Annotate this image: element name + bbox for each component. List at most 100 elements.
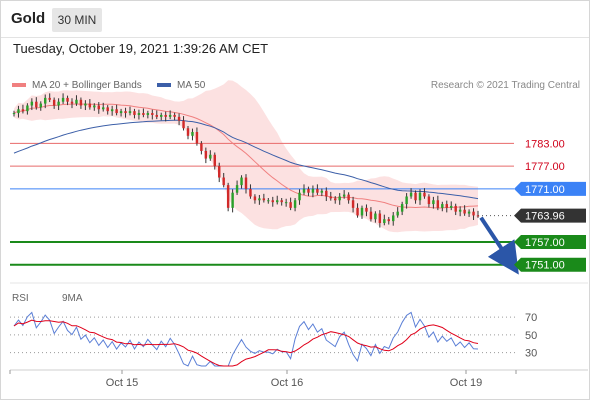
candle-up	[93, 105, 96, 108]
candle-up	[320, 190, 324, 193]
candle-up	[302, 188, 306, 193]
rsi-tick-70: 70	[525, 312, 537, 324]
candle-up	[298, 192, 301, 201]
candle-up	[26, 105, 29, 112]
candle-up	[119, 111, 123, 114]
candle-up	[396, 211, 399, 216]
moving-averages	[13, 103, 479, 209]
candle-up	[168, 114, 172, 117]
candle-down	[173, 114, 176, 117]
candle-up	[146, 113, 150, 115]
candle-up	[342, 194, 346, 197]
candle-up	[12, 113, 16, 115]
candle-down	[316, 188, 319, 193]
candle-down	[356, 207, 359, 216]
candle-down	[463, 209, 466, 214]
candle-down	[472, 211, 475, 216]
candle-down	[21, 109, 25, 112]
candle-down	[97, 105, 100, 110]
candle-up	[240, 177, 243, 186]
candle-down	[79, 99, 83, 106]
candle-down	[249, 188, 252, 197]
ma50-swatch	[157, 83, 171, 88]
candle-down	[177, 116, 181, 121]
legend-ma50: MA 50	[157, 80, 205, 91]
instrument-title: Gold	[11, 10, 46, 27]
candle-down	[70, 101, 74, 104]
candle-down	[445, 204, 448, 208]
candle-down	[52, 99, 56, 106]
forecast-arrow	[479, 216, 519, 275]
candle-up	[276, 200, 279, 203]
candle-up	[392, 215, 395, 222]
x-tick-label: Oct 19	[450, 377, 482, 389]
legend-ma20-label: MA 20 + Bollinger Bands	[32, 80, 142, 91]
candle-down	[115, 109, 118, 114]
candle-up	[383, 219, 386, 224]
level-1771-00-tag	[514, 181, 586, 196]
candle-up	[467, 211, 471, 214]
candle-down	[351, 200, 355, 208]
research-credit: Research © 2021 Trading Central	[430, 80, 580, 91]
candle-up	[110, 109, 114, 112]
candle-down	[48, 97, 51, 100]
forecast-arrow-line	[479, 216, 519, 275]
candle-up	[293, 200, 297, 208]
candle-up	[400, 204, 404, 212]
timeframe-button[interactable]: 30 MIN	[52, 8, 102, 32]
candle-down	[213, 154, 216, 167]
ma50-line	[13, 119, 479, 200]
candle-down	[142, 113, 145, 115]
candle-down	[307, 188, 310, 193]
bollinger-band	[14, 80, 478, 233]
candle-down	[436, 200, 440, 208]
candle-down	[88, 103, 92, 108]
candle-down	[200, 143, 203, 151]
candle-down	[226, 185, 230, 208]
candle-up	[405, 196, 408, 205]
candle-up	[418, 192, 422, 201]
candle-up	[57, 101, 60, 106]
bollinger-band-fill	[14, 80, 478, 233]
candle-down	[222, 177, 225, 186]
candle-down	[387, 219, 390, 222]
rsi-9ma-line	[13, 319, 479, 367]
candle-down	[155, 114, 158, 117]
candle-down	[329, 196, 332, 199]
level-1763-96-label: 1763.96	[525, 211, 565, 223]
candle-down	[369, 211, 373, 220]
candle-up	[267, 200, 270, 202]
candle-down	[262, 198, 266, 201]
candle-up	[75, 99, 78, 104]
candle-down	[414, 192, 417, 201]
candle-down	[325, 190, 328, 197]
candle-down	[365, 207, 368, 212]
candle-down	[186, 128, 190, 136]
candle-up	[160, 114, 163, 117]
candle-down	[218, 166, 221, 178]
rsi-tick-50: 50	[525, 330, 537, 342]
ma20-line	[13, 103, 479, 209]
candle-up	[17, 109, 20, 114]
level-lines	[10, 142, 514, 266]
level-labels: 1783.00 1777.00 1771.00 1763.96 1757.00 1751.…	[514, 138, 586, 272]
candle-down	[35, 101, 38, 108]
candle-up	[191, 132, 194, 136]
candle-down	[280, 200, 283, 203]
candle-down	[271, 200, 274, 203]
legend-rsi-label: RSI	[12, 293, 29, 304]
candle-up	[231, 192, 234, 208]
candle-up	[338, 196, 341, 201]
candle-up	[450, 205, 453, 208]
candle-down	[427, 196, 431, 205]
level-1757-00-tag	[514, 234, 586, 249]
candle-up	[432, 200, 435, 205]
candle-down	[347, 194, 350, 201]
candle-up	[30, 101, 34, 106]
candle-up	[374, 213, 377, 220]
candle-up	[61, 97, 65, 102]
x-axis: Oct 15 Oct 16 Oct 19	[9, 370, 517, 389]
candle-down	[164, 114, 167, 117]
candlesticks	[12, 93, 480, 228]
